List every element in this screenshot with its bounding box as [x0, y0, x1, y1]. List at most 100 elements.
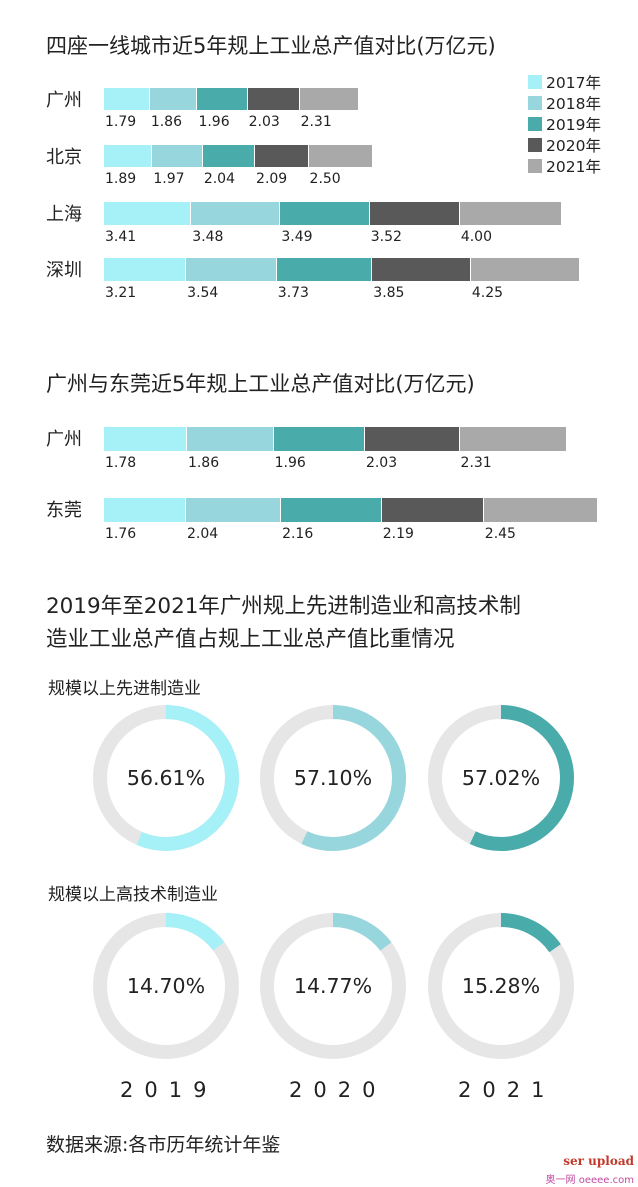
- chart2-bar-segment: [186, 498, 281, 522]
- chart3-title: 2019年至2021年广州规上先进制造业和高技术制 造业工业总产值占规上工业总产…: [46, 590, 521, 656]
- chart1-bar-segment: [369, 202, 459, 225]
- chart2-bar-segment: [381, 498, 483, 522]
- chart2-bar-segment: [104, 498, 186, 522]
- chart1-value-label: 3.52: [370, 229, 402, 245]
- year-label-2019: 2019: [120, 1078, 218, 1102]
- donut-arc: [93, 705, 239, 851]
- chart2-title: 广州与东莞近5年规上工业总产值对比(万亿元): [46, 372, 475, 396]
- donut-arc: [260, 913, 406, 1059]
- chart1-value-label: 1.89: [105, 171, 137, 187]
- chart1-value-label: 2.31: [300, 114, 332, 130]
- legend-swatch: [528, 75, 542, 89]
- chart1-value-label: 3.73: [277, 285, 309, 301]
- year-label-2020: 2020: [289, 1078, 387, 1102]
- chart2-value-label: 2.19: [382, 526, 414, 542]
- chart1-bar-segment: [152, 145, 202, 167]
- chart2-value-label: 2.16: [282, 526, 314, 542]
- chart1-category-label: 广州: [46, 90, 82, 111]
- chart1-value-label: 3.48: [192, 229, 224, 245]
- chart1-value-label: 1.97: [153, 171, 185, 187]
- chart1-bar-segment: [104, 202, 191, 225]
- donut-arc: [260, 705, 406, 851]
- chart1-value-label: 3.85: [373, 285, 405, 301]
- donut-arc: [93, 913, 239, 1059]
- legend-label: 2020年: [546, 137, 601, 155]
- chart1-title: 四座一线城市近5年规上工业总产值对比(万亿元): [46, 34, 496, 58]
- chart3-title-line1: 2019年至2021年广州规上先进制造业和高技术制: [46, 594, 521, 619]
- legend-swatch: [528, 159, 542, 173]
- chart2-bar-segment: [104, 427, 186, 451]
- chart2-bar-segment: [281, 498, 381, 522]
- chart1-value-label: 1.86: [150, 114, 182, 130]
- chart1-value-label: 2.04: [203, 171, 235, 187]
- advanced-manufacturing-header: 规模以上先进制造业: [48, 679, 201, 699]
- chart3-title-line2: 造业工业总产值占规上工业总产值比重情况: [46, 627, 455, 652]
- chart2-value-label: 2.31: [460, 455, 492, 471]
- chart2-bar-segment: [459, 427, 567, 451]
- chart1-bar-segment: [186, 258, 276, 281]
- chart1-value-label: 3.54: [187, 285, 219, 301]
- legend-item-2017: 2017年: [528, 72, 601, 92]
- watermark-logo: ser upload 奥一网 oeeee.com: [538, 1153, 638, 1187]
- chart2-bar-segment: [186, 427, 273, 451]
- chart2-category-label: 东莞: [46, 500, 82, 521]
- chart2-bar-segment: [273, 427, 364, 451]
- chart2-value-label: 1.76: [105, 526, 137, 542]
- chart2-value-label: 1.78: [105, 455, 137, 471]
- chart1-value-label: 2.03: [248, 114, 280, 130]
- legend-item-2019: 2019年: [528, 114, 601, 134]
- donut-percent-label: 57.10%: [294, 766, 372, 790]
- chart1-category-label: 上海: [46, 204, 82, 225]
- donut-percent-label: 14.70%: [127, 974, 205, 998]
- chart1-bar-segment: [459, 202, 562, 225]
- chart1-value-label: 2.09: [256, 171, 288, 187]
- legend-item-2021: 2021年: [528, 156, 601, 176]
- donut-arc: [428, 913, 574, 1059]
- legend-item-2018: 2018年: [528, 93, 601, 113]
- chart1-bar-segment: [299, 88, 358, 110]
- legend-label: 2021年: [546, 158, 601, 176]
- chart1-category-label: 北京: [46, 147, 82, 168]
- watermark-line1: ser upload: [563, 1154, 634, 1168]
- legend-label: 2017年: [546, 74, 601, 92]
- legend-label: 2018年: [546, 95, 601, 113]
- legend-label: 2019年: [546, 116, 601, 134]
- chart1-bar-segment: [191, 202, 280, 225]
- chart1-bar-segment: [104, 258, 186, 281]
- chart1-bar-segment: [202, 145, 255, 167]
- year-label-2021: 2021: [458, 1078, 556, 1102]
- donut-percent-label: 15.28%: [462, 974, 540, 998]
- chart1-bar-segment: [280, 202, 369, 225]
- donut-percent-label: 56.61%: [127, 766, 205, 790]
- chart2-value-label: 2.03: [365, 455, 398, 471]
- chart1-bar-segment: [104, 88, 149, 110]
- chart1-value-label: 1.96: [198, 114, 230, 130]
- chart2-bar-segment: [364, 427, 459, 451]
- chart1-bar-segment: [276, 258, 372, 281]
- chart1-bar-segment: [149, 88, 197, 110]
- chart1-value-label: 3.21: [105, 285, 137, 301]
- chart1-bar-segment: [470, 258, 579, 281]
- chart1-value-label: 1.79: [105, 114, 137, 130]
- chart1-value-label: 3.49: [281, 229, 313, 245]
- chart2-bar-segment: [483, 498, 597, 522]
- donut-percent-label: 14.77%: [294, 974, 372, 998]
- data-source: 数据来源:各市历年统计年鉴: [46, 1134, 281, 1156]
- chart2-value-label: 1.96: [274, 455, 306, 471]
- chart2-value-label: 1.86: [187, 455, 220, 471]
- chart1-bar-segment: [308, 145, 372, 167]
- chart1-bar-segment: [372, 258, 470, 281]
- chart1-value-label: 4.25: [471, 285, 504, 301]
- chart2-value-label: 2.04: [187, 526, 219, 542]
- chart1-value-label: 4.00: [460, 229, 492, 245]
- legend-swatch: [528, 117, 542, 131]
- chart1-bar-segment: [247, 88, 299, 110]
- chart1-bar-segment: [197, 88, 247, 110]
- legend-swatch: [528, 96, 542, 110]
- legend-swatch: [528, 138, 542, 152]
- chart1-value-label: 3.41: [105, 229, 137, 245]
- chart2-value-label: 2.45: [484, 526, 516, 542]
- chart1-bar-segment: [255, 145, 308, 167]
- legend-item-2020: 2020年: [528, 135, 601, 155]
